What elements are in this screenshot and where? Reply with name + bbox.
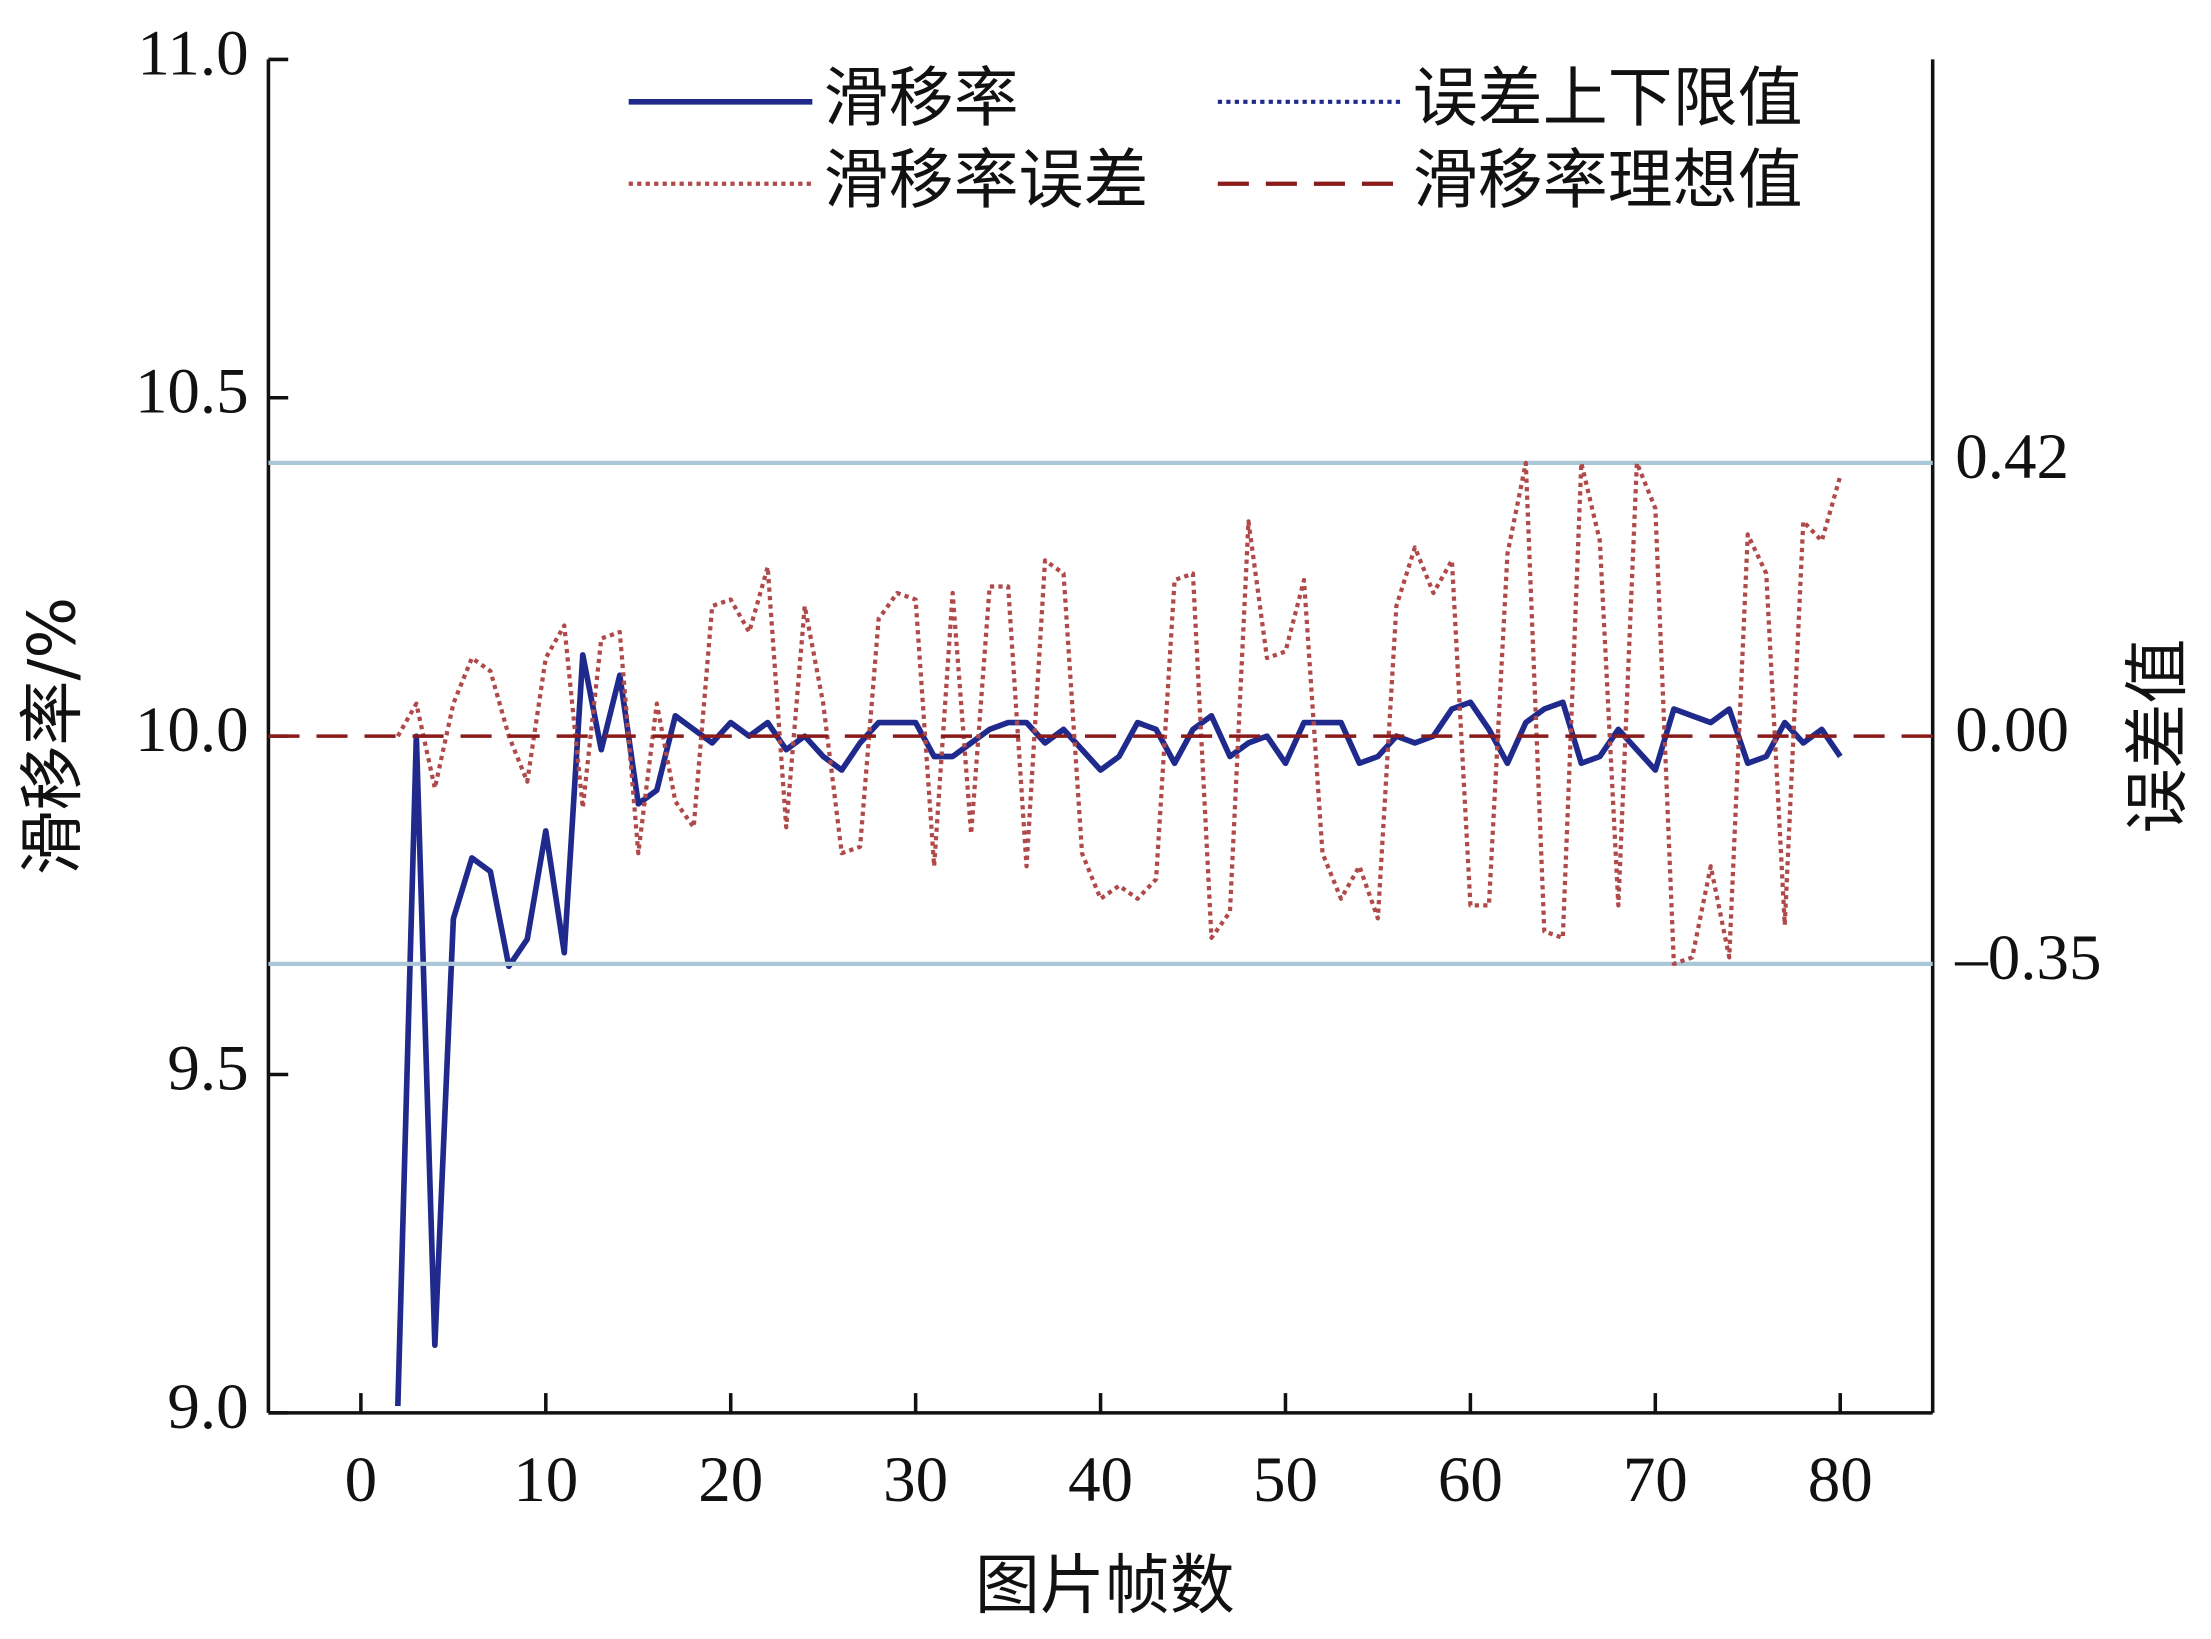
y-axis-label: 滑移率/% — [16, 597, 91, 876]
y2-axis-label: 误差值 — [2121, 639, 2196, 834]
y2-tick-label: 0.00 — [1955, 694, 2069, 766]
y2-tick-label: 0.42 — [1955, 421, 2069, 493]
series-line — [395, 652, 1843, 1407]
x-tick-label: 40 — [1068, 1444, 1133, 1516]
x-tick-label: 80 — [1808, 1444, 1873, 1516]
y-tick-label: 9.5 — [167, 1032, 248, 1104]
x-tick-label: 10 — [513, 1444, 578, 1516]
x-tick-label: 20 — [698, 1444, 763, 1516]
series-line — [395, 460, 1843, 967]
y-tick-label: 9.0 — [167, 1371, 248, 1443]
x-tick-label: 30 — [883, 1444, 948, 1516]
x-tick-label: 70 — [1623, 1444, 1688, 1516]
x-tick-label: 0 — [345, 1444, 377, 1516]
y2-tick-label: –0.35 — [1954, 922, 2101, 994]
x-axis-label: 图片帧数 — [975, 1549, 1235, 1624]
y-tick-label: 11.0 — [137, 17, 248, 89]
legend-label: 滑移率误差 — [824, 143, 1149, 218]
y-tick-label: 10.0 — [135, 694, 249, 766]
legend-label: 滑移率理想值 — [1413, 143, 1803, 218]
x-tick-label: 50 — [1253, 1444, 1318, 1516]
x-tick-label: 60 — [1438, 1444, 1503, 1516]
legend-label: 滑移率 — [824, 61, 1019, 136]
y-tick-label: 10.5 — [135, 356, 249, 428]
legend-label: 误差上下限值 — [1413, 61, 1803, 136]
